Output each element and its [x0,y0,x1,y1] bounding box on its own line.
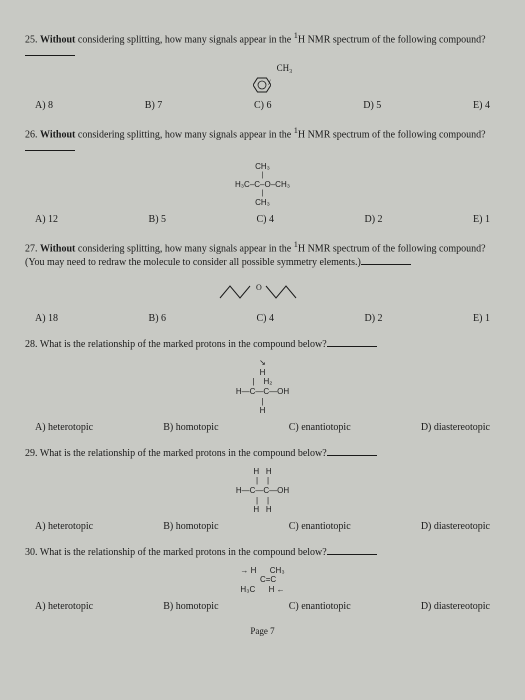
q26-t1: considering splitting, how many signals … [75,129,293,140]
option-b: B) homotopic [163,521,218,532]
ch3-label: CH₃ [277,63,293,73]
q25-t2: H NMR spectrum of the following compound… [298,34,486,45]
option-e: E) 1 [473,313,490,324]
q28-t: 28. What is the relationship of the mark… [25,339,327,350]
q28-s2: | H₂ [25,377,500,387]
option-b: B) homotopic [163,601,218,612]
question-30-text: 30. What is the relationship of the mark… [25,546,500,560]
option-a: A) 8 [35,100,53,111]
vbar: | [25,190,500,198]
q29-s5: H H [25,505,500,515]
option-a: A) heterotopic [35,601,93,612]
option-c: C) enantiotopic [289,601,351,612]
question-25-text: 25. Without considering splitting, how m… [25,30,500,61]
option-d: D) diastereotopic [421,422,490,433]
q25-structure: CH₃ / [25,67,500,94]
question-25: 25. Without considering splitting, how m… [25,30,500,111]
q28-structure: ↘ H | H₂ H—C—C—OH | H [25,358,500,416]
blank [25,150,75,151]
option-a: A) 12 [35,214,58,225]
option-a: A) 18 [35,313,58,324]
question-29-text: 29. What is the relationship of the mark… [25,447,500,461]
q29-options: A) heterotopic B) homotopic C) enantioto… [25,521,500,532]
question-27: 27. Without considering splitting, how m… [25,239,500,324]
question-28: 28. What is the relationship of the mark… [25,338,500,433]
question-29: 29. What is the relationship of the mark… [25,447,500,532]
q30-s1: → H CH₃ [25,566,500,576]
benzene-icon [253,77,269,91]
q27-t1: considering splitting, how many signals … [75,243,293,254]
option-b: B) 7 [145,100,163,111]
option-e: E) 1 [473,214,490,225]
svg-text:O: O [256,283,262,292]
q30-t: 30. What is the relationship of the mark… [25,547,327,558]
q25-t1: considering splitting, how many signals … [75,34,293,45]
q25-options: A) 8 B) 7 C) 6 D) 5 E) 4 [25,100,500,111]
option-d: D) diastereotopic [421,521,490,532]
blank [327,346,377,347]
q26-structure: CH₃ | H₃C–C–O–CH₃ | CH₃ [25,162,500,208]
option-d: D) 5 [363,100,381,111]
q25-num: 25. [25,34,40,45]
option-d: D) diastereotopic [421,601,490,612]
q27-bold: Without [40,243,75,254]
q28-s3: H—C—C—OH [25,387,500,397]
ether-skeletal-icon: O [218,276,308,304]
q29-t: 29. What is the relationship of the mark… [25,448,327,459]
option-c: C) enantiotopic [289,422,351,433]
q26-options: A) 12 B) 5 C) 4 D) 2 E) 1 [25,214,500,225]
q26-num: 26. [25,129,40,140]
option-c: C) 4 [257,313,275,324]
option-c: C) 6 [254,100,272,111]
q28-s5: H [25,406,500,416]
blank [327,554,377,555]
q26-t2: H NMR spectrum of the following compound… [298,129,486,140]
blank [327,455,377,456]
q28-options: A) heterotopic B) homotopic C) enantioto… [25,422,500,433]
q30-options: A) heterotopic B) homotopic C) enantioto… [25,601,500,612]
option-a: A) heterotopic [35,521,93,532]
q29-s1: H H [25,467,500,477]
q28-s1: H [25,368,500,378]
option-d: D) 2 [364,313,382,324]
option-b: B) 6 [149,313,167,324]
option-e: E) 4 [473,100,490,111]
vbar: | [25,172,500,180]
q27-num: 27. [25,243,40,254]
q29-structure: H H | | H—C—C—OH | | H H [25,467,500,515]
q30-s3: H₃C H ← [25,585,500,595]
q26-bold: Without [40,129,75,140]
blank [361,264,411,265]
question-28-text: 28. What is the relationship of the mark… [25,338,500,352]
q27-structure: O [25,276,500,307]
q29-s2: | | [25,476,500,486]
q27-options: A) 18 B) 6 C) 4 D) 2 E) 1 [25,313,500,324]
option-c: C) enantiotopic [289,521,351,532]
q29-s4: | | [25,496,500,506]
q26-s3: CH₃ [25,198,500,208]
q26-s2: H₃C–C–O–CH₃ [25,180,500,190]
option-a: A) heterotopic [35,422,93,433]
q28-arrow: ↘ [25,358,500,368]
question-26: 26. Without considering splitting, how m… [25,125,500,225]
blank [25,55,75,56]
q30-structure: → H CH₃ C=C H₃C H ← [25,566,500,595]
bond-icon: / [268,78,270,87]
question-27-text: 27. Without considering splitting, how m… [25,239,500,270]
option-d: D) 2 [364,214,382,225]
option-c: C) 4 [257,214,275,225]
option-b: B) homotopic [163,422,218,433]
q29-s3: H—C—C—OH [25,486,500,496]
q26-s1: CH₃ [25,162,500,172]
page-number: Page 7 [25,626,500,636]
question-26-text: 26. Without considering splitting, how m… [25,125,500,156]
question-30: 30. What is the relationship of the mark… [25,546,500,612]
q30-s2: C=C [25,575,500,585]
option-b: B) 5 [149,214,167,225]
q28-s4: | [25,397,500,407]
q25-bold: Without [40,34,75,45]
